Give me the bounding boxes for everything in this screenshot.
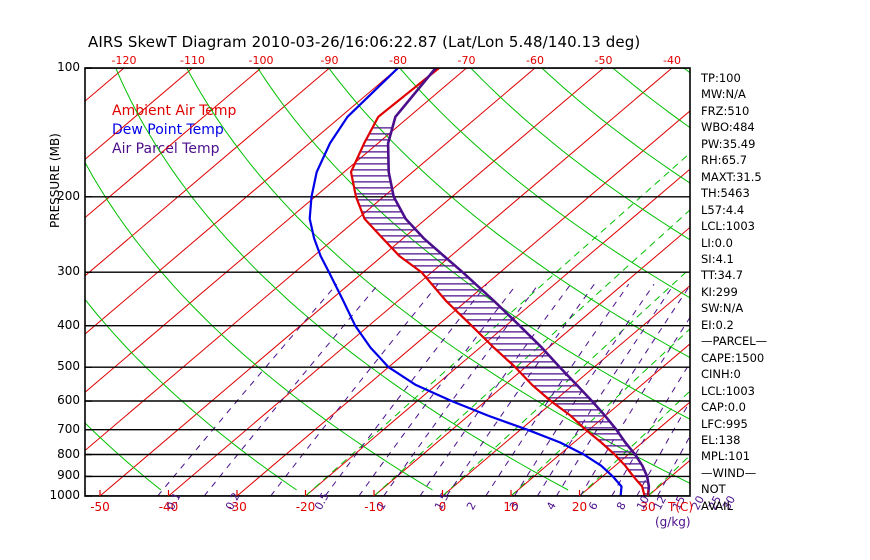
page-title: AIRS SkewT Diagram 2010-03-26/16:06:22.8… (88, 33, 641, 51)
stat-row-22: EL:138 (701, 432, 741, 447)
bottom-temp-tick--30: -30 (227, 500, 247, 514)
curve-air-parcel-temp (386, 68, 651, 496)
stat-row-12: TT:34.7 (701, 268, 744, 283)
stat-row-9: LCL:1003 (701, 219, 755, 234)
stat-row-23: MPL:101 (701, 449, 751, 464)
stat-row-8: L57:4.4 (701, 202, 745, 217)
stat-row-15: EI:0.2 (701, 317, 734, 332)
x-axis-mixing-ratio-label: (g/kg) (655, 515, 691, 529)
pressure-tick-800: 800 (57, 446, 80, 461)
top-temp-tick--70: -70 (457, 54, 476, 67)
bottom-temp-tick-20: 20 (571, 500, 588, 514)
stat-row-4: PW:35.49 (701, 136, 756, 151)
stat-row-1: MW:N/A (701, 87, 746, 102)
pressure-tick-100: 100 (57, 60, 80, 74)
pressure-tick-900: 900 (57, 468, 80, 483)
top-temp-tick--100: -100 (248, 54, 274, 67)
top-temp-tick--80: -80 (389, 54, 407, 67)
stat-row-3: WBO:484 (701, 120, 755, 135)
x-axis-temp-label: T(C) (668, 500, 694, 514)
legend-dew-point-temp: Dew Point Temp (112, 122, 224, 138)
top-temp-tick--60: -60 (526, 54, 544, 67)
pressure-tick-300: 300 (57, 264, 80, 279)
curve-ambient-air-temp (349, 68, 646, 496)
stat-row-6: MAXT:31.5 (701, 169, 762, 184)
stat-row-21: LFC:995 (701, 416, 748, 431)
top-temp-tick--50: -50 (594, 54, 613, 67)
top-temp-tick--90: -90 (320, 54, 339, 67)
bottom-temp-tick-0: 0 (438, 500, 447, 514)
stat-row-19: LCL:1003 (701, 383, 755, 398)
stat-row-13: KI:299 (701, 284, 738, 299)
pressure-tick-200: 200 (57, 188, 80, 203)
legend-air-parcel-temp: Air Parcel Temp (112, 141, 220, 157)
bottom-temp-tick-30: 30 (640, 500, 656, 514)
stat-row-2: FRZ:510 (701, 103, 750, 118)
pressure-tick-500: 500 (57, 359, 80, 374)
stat-row-0: TP:100 (701, 71, 741, 85)
stat-row-20: CAP:0.0 (701, 400, 746, 415)
top-temp-tick--40: -40 (663, 54, 681, 67)
stat-row-10: LI:0.0 (701, 235, 733, 250)
pressure-tick-700: 700 (57, 421, 80, 436)
stat-row-14: SW:N/A (701, 301, 744, 316)
stat-row-5: RH:65.7 (701, 153, 748, 168)
pressure-tick-1000: 1000 (49, 488, 80, 502)
bottom-temp-tick--20: -20 (295, 500, 316, 514)
stat-row-16: —PARCEL— (701, 334, 768, 349)
stat-row-17: CAPE:1500 (701, 350, 765, 365)
curve-dew-point-temp (308, 68, 623, 496)
bottom-temp-tick--10: -10 (364, 500, 384, 514)
stats-panel: TP:100 MW:N/A FRZ:510 WBO:484 PW:35.49 RH:65.… (701, 70, 866, 514)
pressure-tick-600: 600 (57, 393, 80, 408)
stat-row-24: —WIND— (701, 465, 757, 480)
bottom-temp-tick--40: -40 (158, 500, 179, 514)
stat-row-11: SI:4.1 (701, 251, 734, 266)
stat-row-26: AVAIL (701, 498, 733, 513)
stat-row-18: CINH:0 (701, 367, 741, 382)
stat-row-7: TH:5463 (701, 186, 750, 201)
bottom-temp-tick--50: -50 (90, 500, 110, 514)
top-temp-tick--110: -110 (180, 54, 205, 67)
pressure-tick-400: 400 (57, 317, 80, 332)
top-temp-tick--120: -120 (111, 54, 137, 67)
bottom-temp-tick-10: 10 (503, 500, 519, 514)
stat-row-25: NOT (701, 482, 726, 497)
